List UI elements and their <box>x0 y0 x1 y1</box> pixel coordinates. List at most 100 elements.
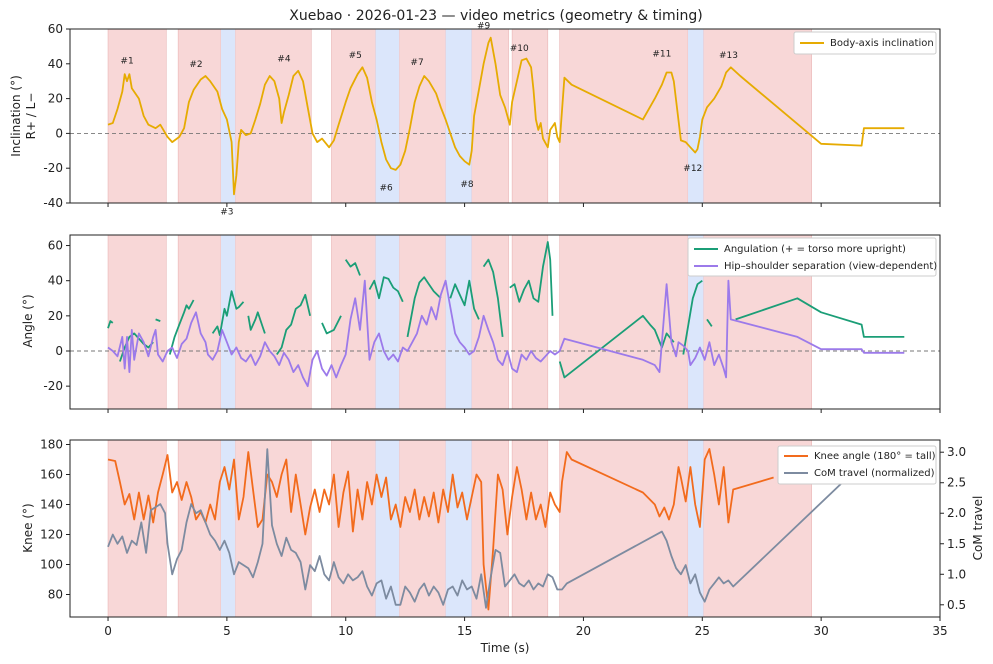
x-axis-label: Time (s) <box>480 641 530 655</box>
peak-annotation: #13 <box>719 51 738 61</box>
angle-legend: Angulation (+ = torso more upright) Hip–… <box>687 237 937 277</box>
y-tick-label: 100 <box>40 558 63 572</box>
x-tick-labels: 0 5 10 15 20 25 30 35 <box>104 624 947 638</box>
knee-ylabel: Knee (°) <box>21 503 35 552</box>
shade-red-span <box>108 235 167 409</box>
shade-red-span <box>471 235 509 409</box>
axes-frame <box>69 28 941 204</box>
shade-red-span <box>703 29 812 203</box>
y2-tick-label: 1.5 <box>947 537 966 551</box>
axes-frame <box>69 439 941 618</box>
shade-blue-span <box>375 235 400 409</box>
shade-red-span <box>108 29 167 203</box>
inclination-legend-box <box>793 31 937 55</box>
shade-red-span <box>559 440 689 617</box>
y-tick-label: 0 <box>55 344 63 358</box>
peak-annotation: #8 <box>460 180 474 190</box>
peak-annotation: #5 <box>349 51 362 61</box>
angle-legend-label-2: Hip–shoulder separation (view-dependent) <box>724 261 937 272</box>
peak-annotation: #11 <box>652 49 671 59</box>
panel-angle: -20 0 20 40 60 Angle (°) Angulation (+ = tor… <box>21 234 941 413</box>
shade-blue-span <box>375 440 400 617</box>
knee-legend-label-2: CoM travel (normalized) <box>814 468 935 479</box>
shade-red-span <box>559 29 689 203</box>
x-tick-label: 35 <box>932 624 947 638</box>
x-tick-label: 20 <box>576 624 591 638</box>
knee-y2label: CoM travel <box>971 496 985 561</box>
shade-blue-span <box>220 235 236 409</box>
x-tick-label: 5 <box>223 624 231 638</box>
y2-tick-label: 0.5 <box>947 598 966 612</box>
peak-annotation: #6 <box>380 183 394 193</box>
shade-red-span <box>399 440 446 617</box>
shade-blue-span <box>688 29 704 203</box>
x-tick-label: 15 <box>457 624 472 638</box>
figure-title: Xuebao · 2026-01-23 — video metrics (geo… <box>289 8 703 24</box>
panel-knee-shading <box>107 440 812 617</box>
shade-blue-span <box>445 235 472 409</box>
peak-annotation: #12 <box>683 164 702 174</box>
panel-inclination-shading <box>107 29 812 203</box>
panel-knee-axes: 80 100 120 140 160 180 0.5 1.0 1.5 2.0 2.5 3.0 <box>40 438 966 621</box>
y-tick-label: 140 <box>40 498 63 512</box>
peak-annotation: #7 <box>410 58 423 68</box>
y-tick-label: -40 <box>43 196 63 210</box>
panel-inclination-series <box>70 36 940 196</box>
inclination-ylabel-line1: Inclination (°) <box>9 75 23 157</box>
inclination-legend-label: Body-axis inclination <box>830 38 934 49</box>
angle-legend-label-1: Angulation (+ = torso more upright) <box>724 244 906 255</box>
y-tick-label: 80 <box>48 588 63 602</box>
shade-red-span <box>178 235 221 409</box>
shade-blue-span <box>220 440 236 617</box>
knee-legend-box <box>777 445 937 485</box>
shade-red-span <box>178 29 221 203</box>
shade-red-span <box>512 235 548 409</box>
y-tick-label: 120 <box>40 528 63 542</box>
angle-legend-box <box>687 237 937 277</box>
shade-red-span <box>559 235 689 409</box>
y-tick-label: 60 <box>48 239 63 253</box>
x-tick-label: 30 <box>814 624 829 638</box>
series-line-angle-1 <box>107 241 905 379</box>
y2-tick-label: 2.0 <box>947 506 966 520</box>
inclination-ylabel-line2: R+ / L− <box>24 93 38 140</box>
shade-red-span <box>235 235 312 409</box>
peak-annotation: #3 <box>220 208 233 218</box>
y-tick-label: 40 <box>48 274 63 288</box>
peak-annotation: #10 <box>510 44 529 54</box>
shade-red-span <box>399 29 446 203</box>
peak-annotation: #1 <box>120 56 133 66</box>
series-line-inclination-1 <box>107 36 905 196</box>
axes-frame <box>69 234 941 410</box>
series-line-knee-2 <box>107 445 882 609</box>
peak-annotation: #4 <box>277 55 291 65</box>
series-line-angle-2 <box>107 279 905 388</box>
inclination-legend: Body-axis inclination <box>793 31 937 55</box>
x-tick-label: 25 <box>695 624 710 638</box>
shade-blue-span <box>375 29 400 203</box>
y2-tick-label: 3.0 <box>947 445 966 459</box>
shade-red-span <box>235 29 312 203</box>
panel-inclination-annotations: #1 #2 #3 #4 #5 #6 #7 #8 #9 #10 #11 #12 #13 <box>120 22 738 218</box>
y-tick-label: 180 <box>40 438 63 452</box>
y2-tick-label: 2.5 <box>947 476 966 490</box>
knee-legend-label-1: Knee angle (180° = tall) <box>814 451 936 462</box>
shade-blue-span <box>445 29 472 203</box>
peak-annotation: #2 <box>189 60 202 70</box>
y-tick-label: 20 <box>48 92 63 106</box>
panel-knee-series <box>107 445 882 611</box>
shade-red-span <box>512 29 548 203</box>
shade-red-span <box>331 29 376 203</box>
shade-red-span <box>471 29 509 203</box>
x-tick-label: 10 <box>338 624 353 638</box>
y-tick-label: 20 <box>48 309 63 323</box>
panel-inclination-axes: -40 -20 0 20 40 60 <box>43 22 941 210</box>
knee-legend: Knee angle (180° = tall) CoM travel (nor… <box>777 445 937 485</box>
y2-tick-label: 1.0 <box>947 567 966 581</box>
y-tick-label: -20 <box>43 379 63 393</box>
x-tick-label: 0 <box>104 624 112 638</box>
panel-angle-axes: -20 0 20 40 60 <box>43 234 941 413</box>
peak-annotation: #9 <box>477 22 491 32</box>
